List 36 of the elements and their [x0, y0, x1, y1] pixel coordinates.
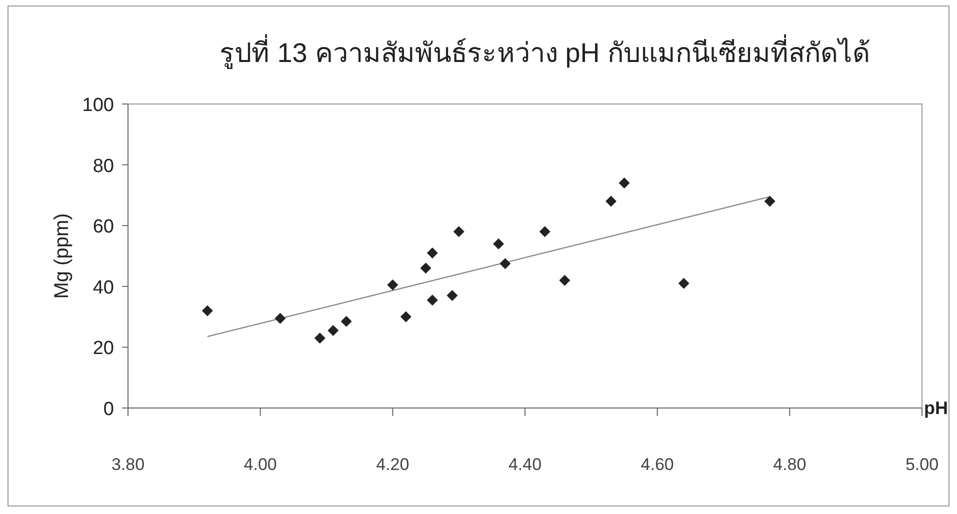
- point: [400, 311, 412, 322]
- point: [446, 290, 458, 302]
- y-tick-label: 20: [92, 338, 114, 360]
- x-tick-label: 5.00: [905, 455, 939, 474]
- y-axis-title: Mg (ppm): [51, 213, 73, 299]
- point: [606, 196, 617, 207]
- x-axis-title: pH: [924, 398, 948, 418]
- y-tick-label: 0: [103, 399, 114, 420]
- point: [340, 316, 352, 327]
- point: [387, 279, 398, 290]
- point: [426, 294, 438, 306]
- x-tick-label: 3.80: [111, 455, 145, 474]
- point: [328, 324, 339, 336]
- point: [678, 278, 690, 289]
- point: [539, 226, 550, 238]
- point: [559, 274, 570, 286]
- point: [453, 226, 464, 238]
- point: [314, 332, 326, 344]
- point: [493, 238, 504, 250]
- y-tick-label: 100: [82, 95, 114, 116]
- point: [618, 178, 630, 189]
- point: [500, 258, 511, 270]
- x-tick-label: 4.40: [508, 455, 542, 474]
- point: [420, 262, 432, 274]
- y-tick-label: 60: [92, 216, 114, 238]
- point: [764, 196, 776, 207]
- x-tick-label: 4.60: [640, 455, 674, 474]
- chart-title: รูปที่ 13 ความสัมพันธ์ระหว่าง pH กับแมกนีเซียมที่สกัดได้: [220, 34, 870, 69]
- point: [426, 247, 438, 258]
- y-tick-label: 40: [92, 277, 114, 298]
- x-tick-label: 4.80: [773, 455, 806, 474]
- y-tick-label: 80: [92, 156, 114, 177]
- point: [274, 312, 286, 324]
- x-tick-label: 4.20: [376, 455, 410, 474]
- point: [202, 305, 213, 316]
- x-tick-label: 4.00: [244, 455, 277, 474]
